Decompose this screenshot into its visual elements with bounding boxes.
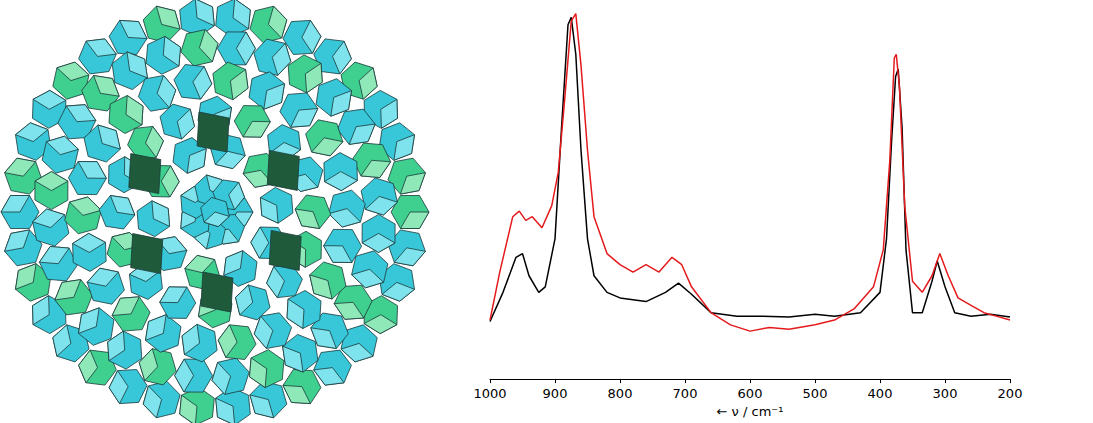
svg-text:800: 800 — [608, 386, 633, 401]
svg-text:500: 500 — [803, 386, 828, 401]
svg-text:200: 200 — [998, 386, 1023, 401]
svg-text:1000: 1000 — [473, 386, 506, 401]
svg-text:900: 900 — [543, 386, 568, 401]
svg-text:400: 400 — [868, 386, 893, 401]
svg-text:600: 600 — [738, 386, 763, 401]
svg-text:← ν / cm⁻¹: ← ν / cm⁻¹ — [717, 404, 784, 419]
svg-text:300: 300 — [933, 386, 958, 401]
svg-text:700: 700 — [673, 386, 698, 401]
